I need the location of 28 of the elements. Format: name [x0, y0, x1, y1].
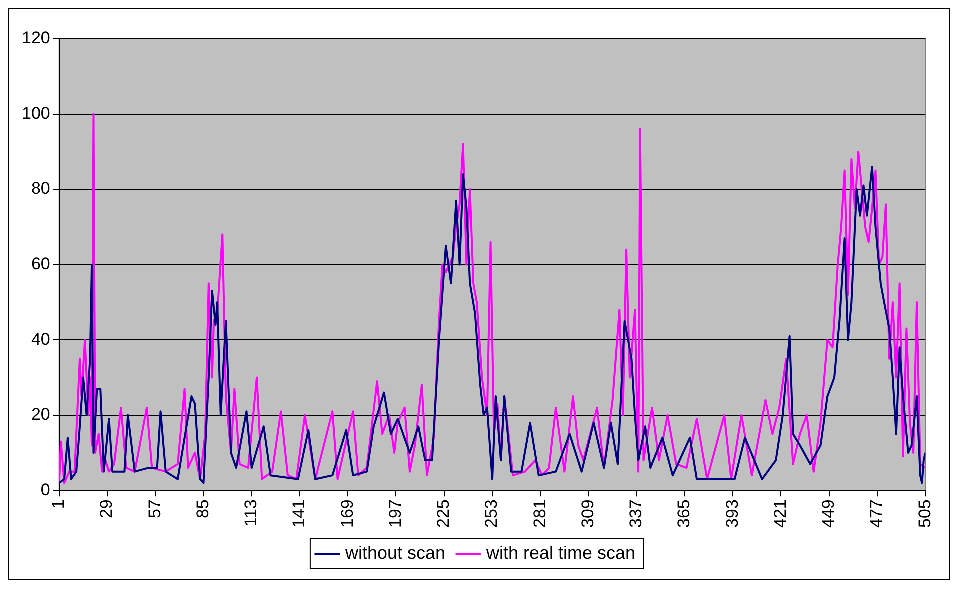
y-tick-label: 40	[31, 330, 50, 349]
x-tick-label: 29	[97, 500, 116, 519]
x-tick-label: 365	[674, 500, 694, 528]
y-tick-label: 60	[31, 254, 50, 274]
x-tick-label: 225	[434, 500, 454, 528]
legend-label: with real time scan	[486, 542, 636, 563]
x-tick-label: 1	[49, 500, 68, 510]
y-tick-label: 0	[40, 480, 50, 500]
y-tick-label: 100	[22, 104, 50, 123]
x-tick-label: 477	[867, 500, 886, 528]
x-tick-label: 197	[386, 500, 405, 528]
legend-label: without scan	[344, 542, 446, 563]
x-tick-label: 421	[770, 500, 790, 528]
x-tick-label: 337	[626, 500, 646, 528]
x-tick-label: 57	[145, 500, 164, 519]
x-tick-label: 141	[290, 500, 309, 528]
y-tick-label: 20	[31, 405, 50, 424]
x-tick-label: 85	[193, 500, 212, 519]
x-tick-label: 393	[722, 500, 742, 528]
y-tick-label: 80	[31, 179, 50, 198]
x-tick-label: 505	[915, 500, 934, 528]
x-tick-label: 113	[242, 500, 261, 527]
x-tick-label: 281	[530, 500, 550, 528]
x-tick-label: 309	[578, 500, 598, 528]
x-tick-label: 169	[338, 500, 357, 528]
x-tick-label: 449	[819, 500, 838, 528]
y-tick-label: 120	[22, 28, 50, 48]
x-tick-label: 253	[482, 500, 502, 528]
